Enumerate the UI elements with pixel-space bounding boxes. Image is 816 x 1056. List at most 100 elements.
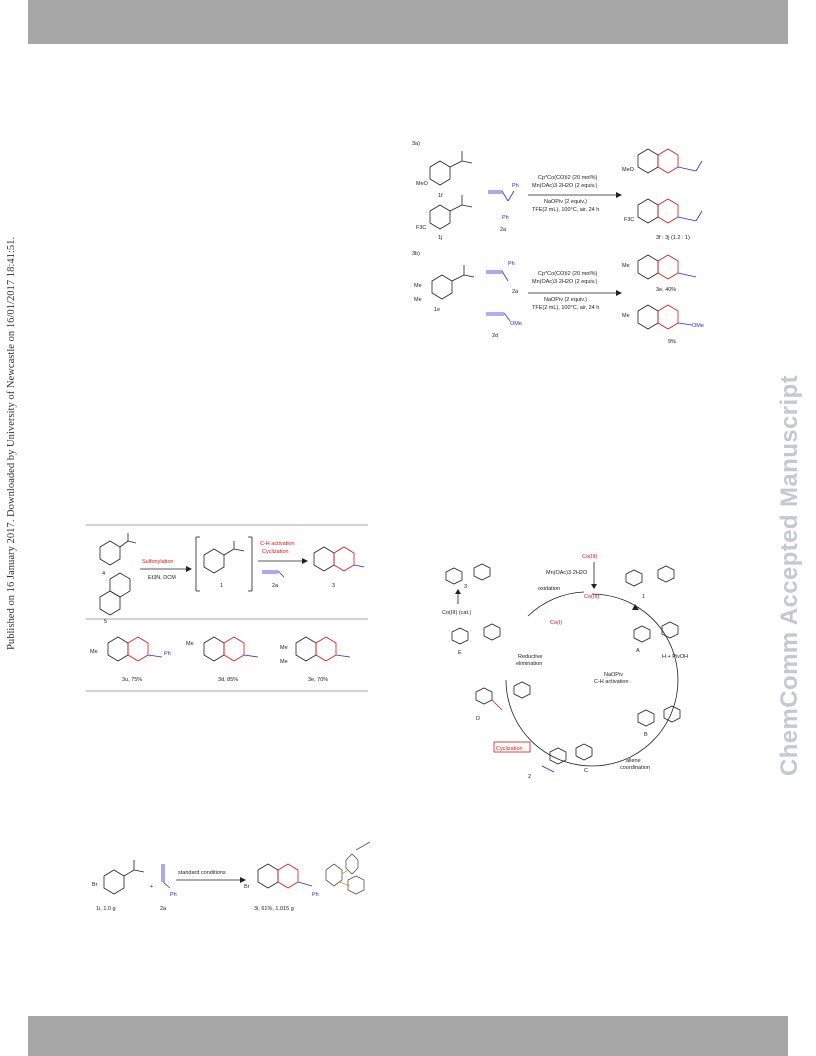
- svg-text:Ph: Ph: [512, 183, 519, 189]
- cmd-1: NaOPiv: [604, 672, 623, 678]
- structure-1f: MeO 1f: [416, 151, 473, 199]
- structure-2a: Ph Ph 2a: [488, 183, 519, 233]
- svg-text:MeO: MeO: [622, 167, 635, 173]
- scheme-left: 4 5 Sulfonylation Et3N, DCM 1 C-H activa…: [86, 524, 368, 692]
- oxidant: Mn(OAc)3·2H2O: [546, 570, 588, 576]
- svg-text:Br: Br: [244, 884, 250, 890]
- svg-text:NaOPiv (2 equiv.): NaOPiv (2 equiv.): [544, 297, 587, 303]
- svg-text:Ph: Ph: [312, 892, 319, 898]
- reductive-2: elimination: [516, 661, 542, 667]
- svg-text:MeO: MeO: [416, 181, 429, 187]
- product-3u: Me Ph 3u, 75%: [90, 636, 171, 683]
- step-oxidation: oxidation: [538, 586, 560, 592]
- decoordination: Co(III) (cat.): [442, 610, 472, 616]
- ratio-3f-3j: 3f : 3j (1.2 : 1): [656, 235, 690, 241]
- label-3: 3: [332, 583, 335, 589]
- step-ch-activation: C-H activation: [260, 541, 295, 547]
- svg-text:+: +: [150, 884, 153, 890]
- label-3b: 3b): [412, 251, 420, 257]
- yield-3e: 3e, 70%: [308, 677, 328, 683]
- catalytic-cycle-arc: [505, 593, 679, 767]
- structure-1j: F3C 1j: [416, 195, 473, 241]
- structure-5: 5: [99, 572, 131, 625]
- product-3e: Me Me 3e, 70%: [280, 636, 351, 683]
- publication-sidebar-text: Published on 16 January 2017. Downloaded…: [6, 236, 17, 650]
- product-3d: Me 3d, 85%: [186, 636, 259, 683]
- label-5: 5: [104, 619, 107, 625]
- svg-text:2: 2: [528, 774, 531, 780]
- svg-text:A: A: [636, 648, 640, 654]
- product-3j: F3C: [624, 198, 703, 224]
- svg-text:3: 3: [464, 584, 467, 590]
- scheme-bottom: Br 1i, 1.0 g + Ph 2a standard conditions…: [92, 841, 371, 912]
- structure-2a: Ph 2a: [160, 864, 177, 912]
- svg-text:E: E: [458, 650, 462, 656]
- label-4: 4: [102, 571, 105, 577]
- catalyst-top: Co(III): [582, 554, 597, 560]
- coord-2: coordination: [620, 765, 650, 771]
- cyclization-box: Cyclization: [496, 746, 523, 752]
- structure-4: 4: [99, 533, 137, 577]
- active-catalyst: Co(III): [584, 594, 599, 600]
- intermediate-e: E: [451, 623, 501, 656]
- yield-ome: 9%: [668, 339, 676, 345]
- svg-text:Mn(OAc)3·2H2O (2 equiv.): Mn(OAc)3·2H2O (2 equiv.): [532, 183, 597, 189]
- svg-text:OMe: OMe: [510, 321, 522, 327]
- svg-text:Me: Me: [280, 659, 288, 665]
- product-3e: Me 3e, 40%: [622, 254, 697, 293]
- intermediate-a: A: [633, 621, 679, 654]
- yield-3u: 3u, 75%: [122, 677, 142, 683]
- product-3i: Br Ph 3i, 61%, 1.015 g: [244, 863, 319, 912]
- svg-text:TFE(2 mL), 100°C, air, 24 h: TFE(2 mL), 100°C, air, 24 h: [532, 305, 599, 311]
- structure-2a-b: Ph 2a: [486, 261, 519, 295]
- svg-text:D: D: [476, 716, 480, 722]
- coord-1: allene: [626, 758, 641, 764]
- product-3: 3: [445, 563, 491, 590]
- step-sulfonylation: Sulfonylation: [142, 559, 174, 565]
- svg-text:Cp*Co(CO)I2 (20 mol%): Cp*Co(CO)I2 (20 mol%): [538, 271, 597, 277]
- step-sulfonylation-cond: Et3N, DCM: [148, 575, 176, 581]
- product-3f: MeO: [622, 148, 703, 174]
- compound-1: 1: [625, 565, 675, 600]
- label-1j: 1j: [438, 235, 442, 241]
- svg-text:Me: Me: [414, 283, 422, 289]
- svg-text:Ph: Ph: [164, 651, 171, 657]
- mechanism-cycle: Co(III) Mn(OAc)3·2H2O Co(III) oxidation …: [442, 554, 688, 780]
- accepted-manuscript-watermark: ChemComm Accepted Manuscript: [776, 374, 803, 776]
- svg-text:C: C: [584, 768, 588, 774]
- reagent-label: 2a: [160, 906, 167, 912]
- label-2a-b: 2a: [512, 289, 519, 295]
- intermediate-c: C 2: [528, 743, 593, 780]
- product-ome: OMe Me 9%: [622, 304, 704, 345]
- structure-2d: OMe 2d: [486, 312, 522, 339]
- intermediate-1: 1: [203, 541, 245, 589]
- scheme-top-right: 3a) MeO 1f F3C 1j Ph Ph 2a Cp*Co(CO)I2 (…: [412, 141, 704, 345]
- co-i: Co(I): [550, 620, 562, 626]
- svg-text:B: B: [644, 732, 648, 738]
- svg-text:Ph: Ph: [170, 892, 177, 898]
- svg-text:F3C: F3C: [416, 225, 426, 231]
- svg-text:OMe: OMe: [692, 323, 704, 329]
- label-1: 1: [220, 583, 223, 589]
- label-2a: 2a: [500, 227, 507, 233]
- svg-text:1: 1: [642, 594, 645, 600]
- label-1e: 1e: [434, 307, 440, 313]
- label-3a: 3a): [412, 141, 420, 147]
- svg-text:NaOPiv (2 equiv.): NaOPiv (2 equiv.): [544, 199, 587, 205]
- yield-3d: 3d, 85%: [218, 677, 238, 683]
- svg-text:F3C: F3C: [624, 217, 634, 223]
- svg-text:Me: Me: [186, 641, 194, 647]
- pivoh: H + PivOH: [662, 654, 688, 660]
- yield-3e: 3e, 40%: [656, 287, 676, 293]
- intermediate-d: D: [475, 681, 531, 722]
- product-3: 3: [313, 546, 365, 589]
- product-label: 3i, 61%, 1.015 g: [254, 906, 294, 912]
- svg-text:Me: Me: [280, 645, 288, 651]
- reductive-1: Reductive: [518, 654, 542, 660]
- step-cyclization: Cyclization: [262, 549, 289, 555]
- intermediate-b: B: [637, 705, 681, 738]
- svg-text:Me: Me: [622, 263, 630, 269]
- structure-1e: Me Me 1e: [414, 265, 475, 313]
- cmd-2: C-H activation: [594, 679, 629, 685]
- header-bar: [28, 0, 788, 44]
